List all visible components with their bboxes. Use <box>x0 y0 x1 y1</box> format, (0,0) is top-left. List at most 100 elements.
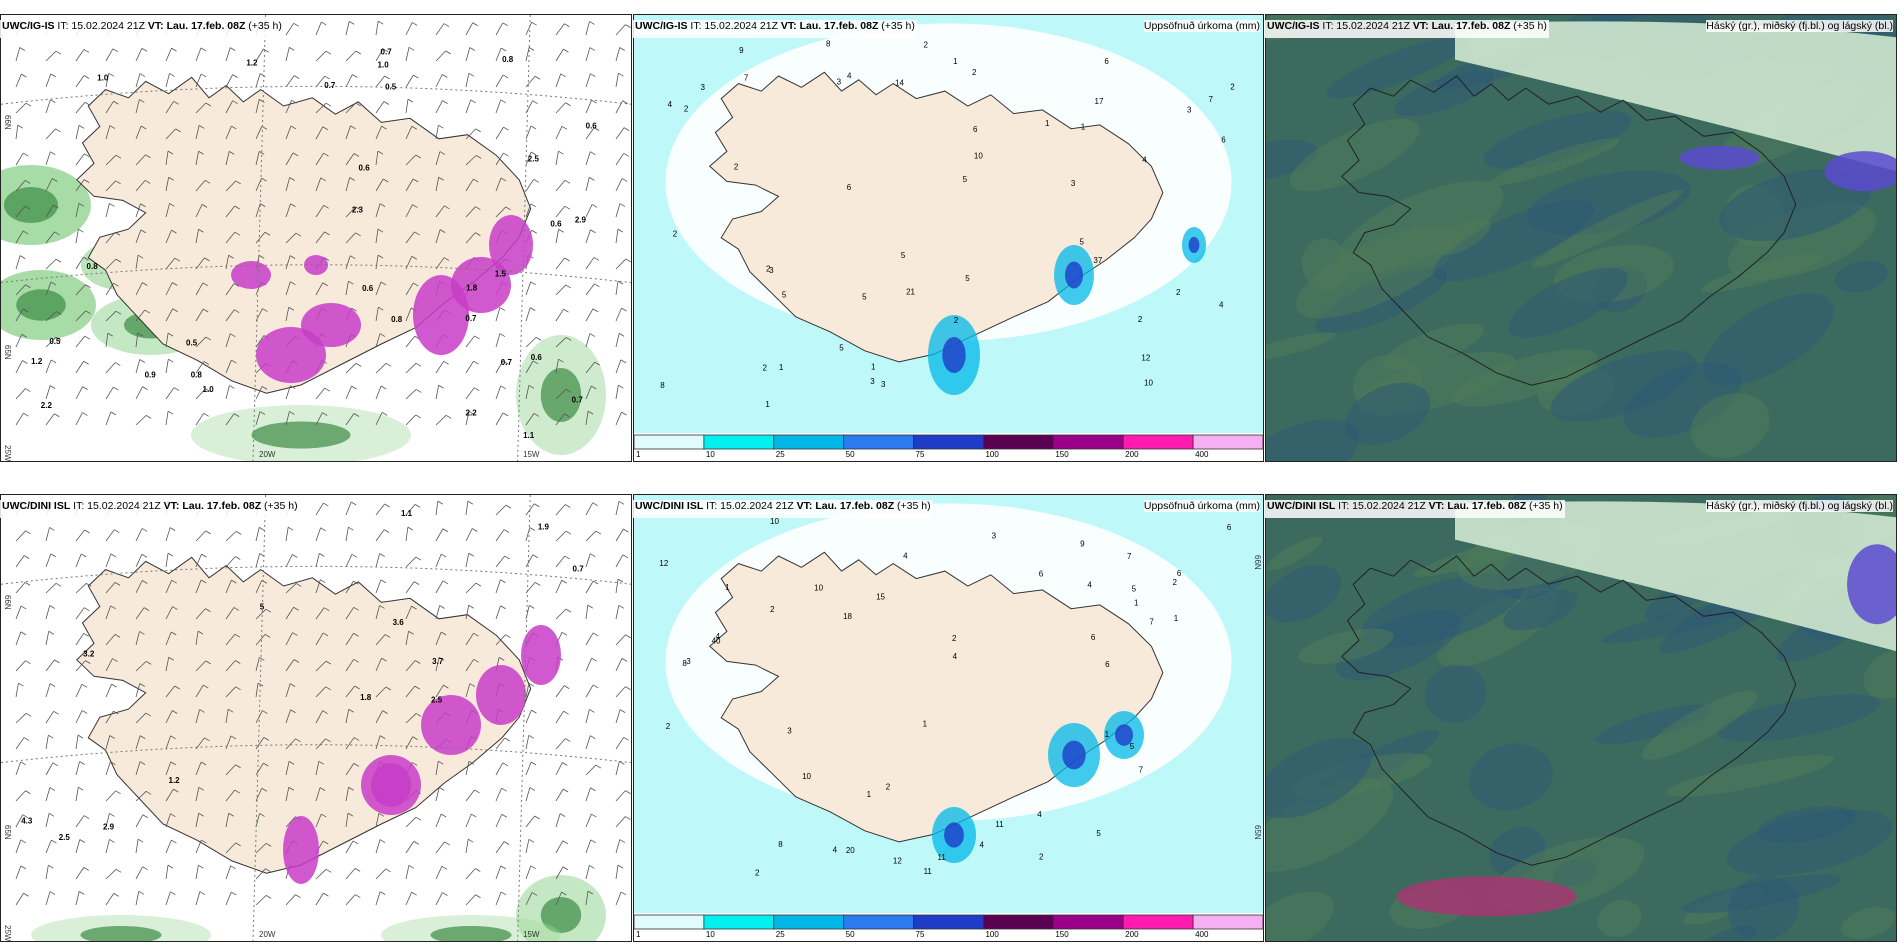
wind-barb <box>435 257 445 270</box>
wind-barb <box>105 710 114 724</box>
value-label: 5 <box>1132 585 1137 594</box>
wind-barb <box>465 659 475 672</box>
value-label: 1 <box>725 583 730 592</box>
wind-barb <box>225 385 230 400</box>
wind-barb <box>135 661 147 672</box>
wind-barb <box>555 388 567 400</box>
value-label: 0.6 <box>550 219 562 228</box>
wind-barb <box>135 73 141 88</box>
wind-barb <box>345 607 355 620</box>
value-label: 5 <box>839 344 844 353</box>
wind-barb <box>285 554 293 568</box>
wind-barb <box>345 659 355 672</box>
wind-barb <box>615 411 622 426</box>
wind-barb <box>105 203 110 218</box>
wind-barb <box>345 868 356 880</box>
wind-barb <box>435 787 440 802</box>
wind-barb <box>15 284 26 296</box>
wind-barb <box>105 362 116 374</box>
init-time: IT: 15.02.2024 21Z <box>73 500 161 512</box>
panel-title: Háský (gr.), miðský (fj.bl.) og lágský (… <box>1706 20 1893 32</box>
wind-barb <box>465 582 477 594</box>
wind-barb <box>375 281 382 296</box>
value-label: 0.8 <box>87 262 99 271</box>
wind-barb <box>165 151 169 166</box>
wind-barb <box>165 101 175 114</box>
wind-barb <box>45 50 57 62</box>
wind-barb <box>405 816 417 828</box>
wind-barb <box>285 411 290 426</box>
wind-barb <box>315 527 322 542</box>
wind-barb <box>375 333 381 348</box>
wind-barb <box>255 634 266 646</box>
colorbar-segment <box>703 434 775 450</box>
wind-barb <box>75 49 85 62</box>
value-label: 1 <box>779 363 784 372</box>
value-label: 1 <box>1105 730 1110 739</box>
wind-barb <box>135 631 140 646</box>
wind-barb <box>75 102 86 114</box>
wind-barb <box>495 74 504 88</box>
wind-barb <box>375 412 383 426</box>
wind-barb <box>195 308 204 322</box>
wind-barb <box>375 307 379 322</box>
wind-barb <box>465 128 476 140</box>
wind-barb <box>45 813 50 828</box>
wind-barb <box>225 607 235 620</box>
wind-barb <box>585 735 591 750</box>
wind-barb <box>135 125 142 140</box>
model-name: UWC/DINI ISL <box>2 500 71 512</box>
wind-barb <box>45 128 56 140</box>
wind-barb <box>615 153 625 166</box>
wind-barb <box>315 21 322 36</box>
wind-barb <box>465 839 469 854</box>
colorbar-segment <box>1122 914 1194 930</box>
coordinate-label: 25W <box>3 445 12 461</box>
wind-barb <box>465 868 476 880</box>
wind-barb <box>135 180 146 192</box>
panel-precip-dini: 1 10 25 50 75 100 150 200 400 1 2 3 2 4 4 6 6 11 40 1 4 2 1 4 2 3… <box>633 494 1264 942</box>
wind-barb <box>615 203 621 218</box>
wind-barb <box>15 631 22 646</box>
wind-barb <box>15 893 24 906</box>
wind-barb <box>525 815 535 828</box>
wind-barb <box>375 813 380 828</box>
wind-barb <box>555 257 565 270</box>
wind-barb <box>195 579 202 594</box>
wind-barb <box>285 659 295 672</box>
wind-barb <box>195 102 207 114</box>
wind-barb <box>285 583 297 594</box>
wind-barb <box>465 335 475 348</box>
value-label: 3.6 <box>393 618 405 627</box>
wind-barb <box>615 47 621 62</box>
wind-barb <box>585 73 591 88</box>
wind-barb <box>435 605 441 620</box>
value-label: 6 <box>847 183 852 192</box>
wind-barb <box>405 892 413 906</box>
wind-barb <box>615 816 626 828</box>
wind-barb <box>45 711 55 724</box>
wind-barb <box>615 127 625 140</box>
wind-barb <box>225 531 237 542</box>
wind-barb <box>465 553 470 568</box>
wind-barb <box>45 735 49 750</box>
wind-barb <box>345 125 351 140</box>
wind-barb <box>105 333 109 348</box>
value-label: 1 <box>953 57 958 66</box>
wind-barb <box>345 177 351 192</box>
wind-barb <box>75 660 86 672</box>
wind-barb <box>195 787 200 802</box>
wind-barb <box>105 839 110 854</box>
wind-barb <box>615 790 626 802</box>
value-label: 0.9 <box>145 371 157 380</box>
value-label: 2.9 <box>575 215 587 224</box>
wind-barb <box>375 151 379 166</box>
wind-barb <box>555 555 566 568</box>
value-label: 1.2 <box>246 59 258 68</box>
wind-barb <box>435 177 440 192</box>
value-label: 1 <box>867 790 872 799</box>
wind-barb <box>225 125 232 140</box>
wind-barb <box>45 865 49 880</box>
wind-barb <box>105 101 114 114</box>
wind-barb <box>135 255 139 270</box>
